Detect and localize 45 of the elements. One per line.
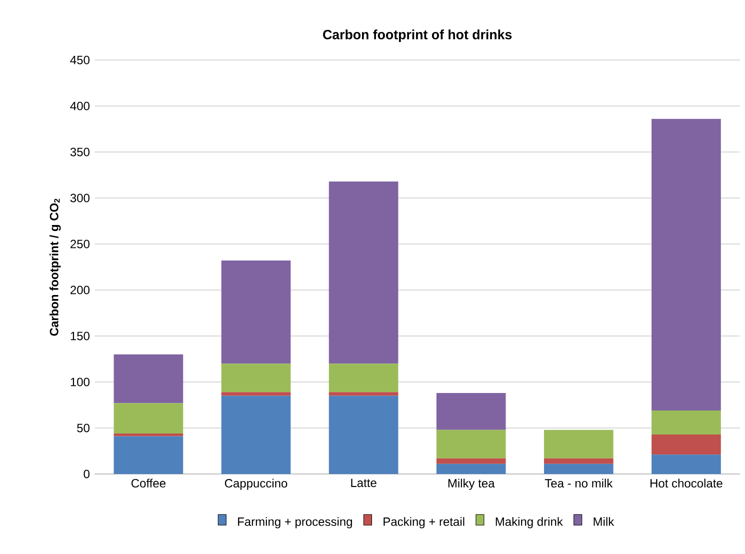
legend-label: Farming + processing bbox=[238, 517, 352, 528]
y-tick-label: 0 bbox=[84, 470, 90, 478]
bar bbox=[221, 392, 291, 396]
bar bbox=[114, 436, 184, 474]
bar bbox=[328, 364, 398, 392]
x-tick-label: Latte bbox=[351, 478, 376, 488]
y-tick-label: 100 bbox=[70, 378, 90, 386]
bar bbox=[328, 396, 398, 474]
bar bbox=[328, 392, 398, 396]
x-tick-label: Tea - no milk bbox=[544, 478, 613, 488]
legend-label: Packing + retail bbox=[384, 517, 464, 528]
chart-title: Carbon footprint of hot drinks bbox=[323, 30, 512, 42]
x-tick-label: Cappuccino bbox=[224, 478, 288, 490]
bar bbox=[221, 396, 291, 474]
y-tick-label: 50 bbox=[77, 424, 90, 432]
legend-label: Making drink bbox=[496, 517, 563, 528]
bar bbox=[221, 260, 291, 364]
bar bbox=[114, 403, 184, 434]
bar bbox=[436, 430, 506, 458]
bar bbox=[544, 430, 614, 458]
y-tick-label: 150 bbox=[70, 332, 90, 340]
bar bbox=[652, 434, 721, 455]
bar bbox=[652, 118, 721, 411]
legend-label: Milk bbox=[594, 517, 614, 526]
bar bbox=[652, 410, 721, 434]
bar bbox=[652, 454, 721, 474]
bar bbox=[544, 464, 614, 474]
bar bbox=[436, 393, 506, 430]
y-tick-label: 450 bbox=[70, 56, 90, 64]
bar bbox=[221, 364, 291, 392]
y-tick-label: 400 bbox=[70, 102, 90, 110]
y-axis-title: Carbon footprint / g CO$_{2}$ bbox=[50, 198, 61, 336]
y-tick-label: 250 bbox=[70, 240, 90, 248]
y-tick-label: 200 bbox=[70, 286, 90, 294]
y-tick-label: 350 bbox=[70, 148, 90, 156]
bar bbox=[436, 464, 506, 474]
bar bbox=[114, 434, 184, 436]
y-tick-label: 300 bbox=[70, 194, 90, 202]
x-tick-label: Coffee bbox=[131, 478, 166, 488]
bar bbox=[544, 458, 614, 464]
bar bbox=[436, 458, 506, 464]
x-tick-label: Hot chocolate bbox=[650, 478, 722, 488]
bar bbox=[114, 354, 184, 404]
bar bbox=[328, 181, 398, 364]
x-tick-label: Milky tea bbox=[448, 478, 495, 490]
